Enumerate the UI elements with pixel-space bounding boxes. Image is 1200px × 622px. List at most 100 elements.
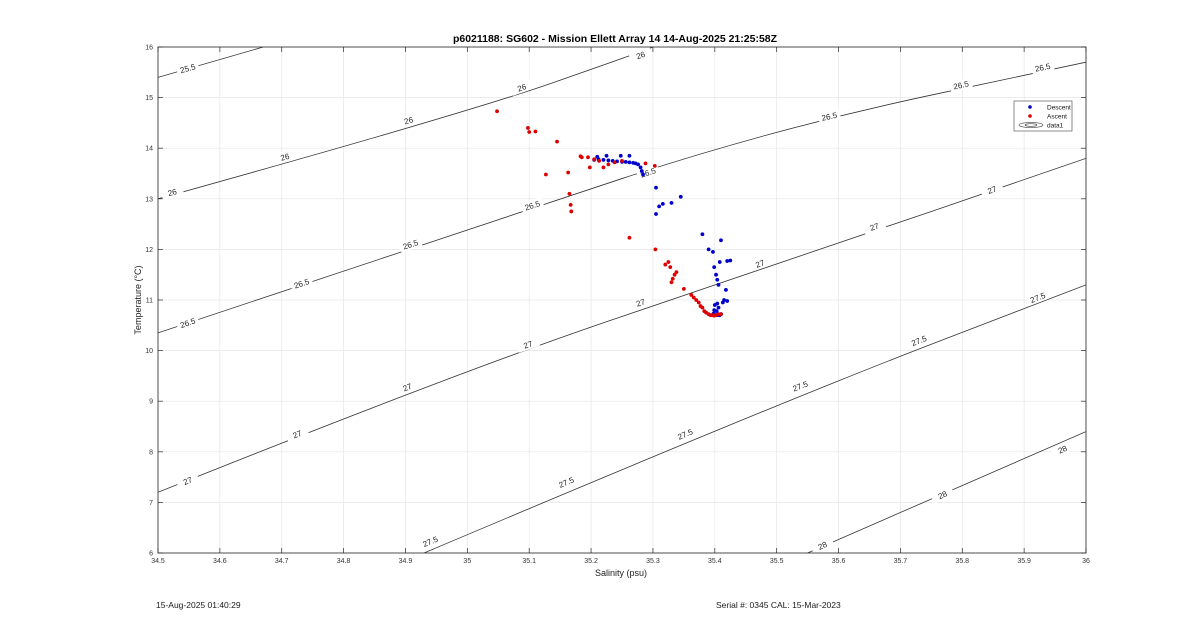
x-tick-label: 35.3 bbox=[646, 558, 660, 565]
legend-descent-marker bbox=[1028, 105, 1032, 109]
contour-label-bg bbox=[862, 218, 887, 235]
ascent-point bbox=[620, 158, 624, 163]
ascent-point bbox=[694, 298, 699, 302]
descent-point bbox=[724, 287, 728, 292]
chart-title: p6021188: SG602 - Mission Ellett Array 1… bbox=[453, 33, 778, 45]
descent-point bbox=[714, 272, 718, 277]
ascent-point bbox=[597, 158, 602, 163]
ascent-point bbox=[579, 155, 584, 160]
ascent-point bbox=[567, 191, 572, 196]
descent-point bbox=[604, 153, 609, 158]
x-tick-label: 34.9 bbox=[399, 558, 413, 565]
contour-label: 26 bbox=[279, 152, 291, 163]
ascent-point bbox=[566, 170, 571, 175]
ascent-point bbox=[674, 270, 679, 275]
y-tick-label: 10 bbox=[145, 348, 153, 355]
descent-point bbox=[638, 165, 643, 170]
y-tick-label: 16 bbox=[145, 45, 153, 52]
x-tick-label: 36 bbox=[1082, 558, 1090, 565]
x-axis-label: Salinity (psu) bbox=[595, 568, 647, 578]
contour-label-bg bbox=[395, 378, 420, 396]
descent-point bbox=[715, 277, 720, 282]
descent-point bbox=[717, 260, 722, 264]
legend-contour-marker bbox=[1018, 122, 1044, 128]
descent-point bbox=[660, 201, 665, 206]
ascent-point bbox=[652, 164, 657, 168]
descent-point bbox=[700, 232, 705, 237]
descent-point bbox=[711, 250, 715, 254]
grid bbox=[157, 46, 1087, 554]
x-tick-label: 35.1 bbox=[522, 558, 536, 565]
axis-ticks: 34.5 34.6 34.7 34.8 34.9 35 35.1 35.2 35.3 35.4 35… bbox=[145, 45, 1090, 566]
contour-label: 25.5 bbox=[179, 62, 197, 75]
y-tick-label: 12 bbox=[145, 247, 153, 254]
contour-label-bg bbox=[396, 112, 421, 129]
contour-label: 26 bbox=[167, 187, 179, 198]
descent-point bbox=[716, 282, 721, 287]
contour-label: 27 bbox=[754, 258, 766, 270]
ascent-point bbox=[689, 293, 694, 297]
contour-label-bg bbox=[906, 331, 932, 350]
contour-label-bg bbox=[747, 255, 772, 272]
isopycnal-25.5 bbox=[158, 47, 264, 78]
descent-point bbox=[719, 238, 723, 243]
legend-data1-label: data1 bbox=[1047, 123, 1064, 130]
descent-point bbox=[728, 258, 733, 263]
ascent-point bbox=[555, 139, 559, 144]
y-tick-label: 13 bbox=[145, 196, 153, 203]
descent-point bbox=[654, 185, 658, 190]
contour-label-bg bbox=[272, 149, 297, 165]
contour-label: 26.5 bbox=[821, 111, 839, 123]
ascent-point bbox=[681, 286, 686, 291]
x-tick-label: 35.2 bbox=[584, 558, 598, 565]
contour-label-bg bbox=[554, 473, 579, 492]
y-tick-label: 8 bbox=[149, 449, 153, 456]
contour-label-bg bbox=[175, 314, 200, 332]
x-tick-label: 34.6 bbox=[213, 558, 227, 565]
descent-point bbox=[678, 194, 683, 199]
ascent-point bbox=[606, 162, 611, 167]
contour-label-bg bbox=[635, 164, 660, 181]
contour-label-bg bbox=[817, 109, 842, 124]
ascent-point bbox=[696, 300, 701, 305]
ascent-point bbox=[643, 161, 648, 166]
contour-label: 27 bbox=[635, 297, 647, 309]
ascent-point bbox=[533, 129, 538, 134]
ascent-point bbox=[670, 276, 675, 281]
legend: Descent Ascent data1 bbox=[1013, 100, 1073, 132]
y-tick-label: 6 bbox=[149, 551, 153, 558]
ascent-point bbox=[669, 280, 674, 285]
y-tick-label: 15 bbox=[145, 95, 153, 102]
contour-label-bg bbox=[1050, 440, 1075, 459]
descent-point bbox=[595, 154, 600, 159]
y-tick-label: 7 bbox=[149, 500, 153, 507]
contour-label: 28 bbox=[937, 489, 949, 501]
contour-label-bg bbox=[418, 532, 443, 551]
density-contours: 25.5262626262626.526.526.526.526.526.526… bbox=[158, 47, 1086, 553]
contour-label-bg bbox=[515, 336, 540, 353]
ascent-point bbox=[527, 130, 532, 134]
descent-point bbox=[627, 153, 632, 158]
contour-label-bg bbox=[1030, 60, 1055, 75]
contour-label: 28 bbox=[817, 540, 829, 552]
ascent-point bbox=[569, 209, 574, 214]
x-tick-label: 35.4 bbox=[708, 558, 722, 565]
contour-label-bg bbox=[289, 275, 314, 292]
descent-point bbox=[725, 299, 730, 303]
contour-label-bg bbox=[285, 425, 310, 443]
descent-point bbox=[657, 204, 662, 209]
legend-box bbox=[1013, 100, 1073, 132]
legend-contour-marker-inner bbox=[1024, 123, 1038, 127]
x-tick-label: 35.9 bbox=[1017, 558, 1031, 565]
legend-descent-label: Descent bbox=[1047, 105, 1071, 112]
ascent-point bbox=[586, 155, 590, 160]
isopycnal-26.5 bbox=[158, 61, 1086, 334]
ascent-point bbox=[691, 295, 696, 300]
ascent-point bbox=[568, 202, 573, 207]
contour-label-bg bbox=[520, 197, 545, 214]
isopycnal-26 bbox=[158, 47, 654, 200]
footer-timestamp: 15-Aug-2025 01:40:29 bbox=[156, 600, 241, 610]
descent-point bbox=[636, 162, 640, 167]
descent-point bbox=[725, 259, 730, 263]
